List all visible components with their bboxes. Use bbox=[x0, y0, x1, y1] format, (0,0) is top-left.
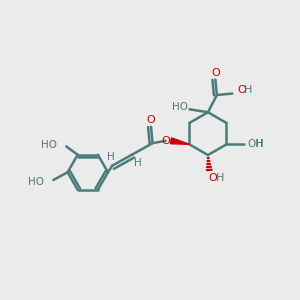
Text: O: O bbox=[147, 115, 155, 125]
Text: H: H bbox=[256, 139, 263, 149]
Text: OH: OH bbox=[247, 139, 263, 149]
Text: O: O bbox=[161, 136, 170, 146]
Text: H: H bbox=[134, 158, 142, 168]
Text: O: O bbox=[238, 85, 246, 95]
Text: HO: HO bbox=[28, 177, 44, 187]
Polygon shape bbox=[170, 138, 189, 144]
Text: O: O bbox=[211, 68, 220, 78]
Text: O: O bbox=[208, 173, 217, 183]
Text: H: H bbox=[244, 85, 253, 95]
Text: H: H bbox=[107, 152, 115, 162]
Text: HO: HO bbox=[41, 140, 58, 150]
Text: H: H bbox=[216, 173, 225, 183]
Text: HO: HO bbox=[172, 102, 188, 112]
